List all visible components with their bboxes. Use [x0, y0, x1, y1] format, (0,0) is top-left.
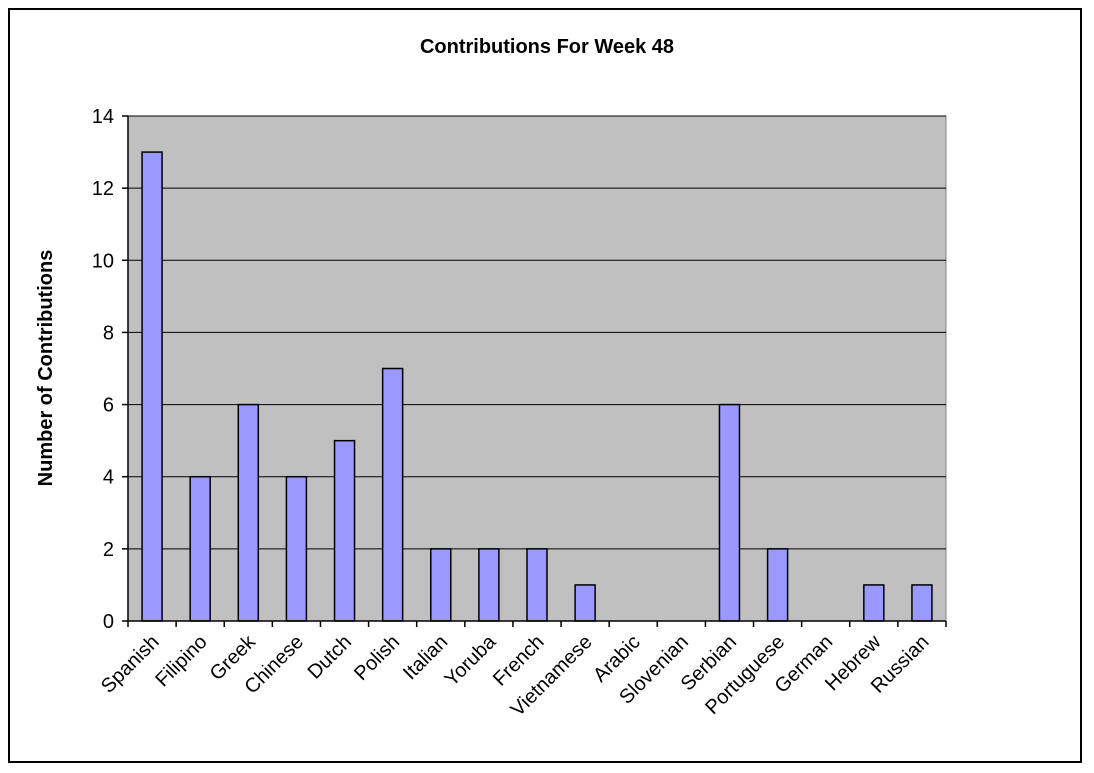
bar — [381, 367, 404, 622]
chart-title: Contributions For Week 48 — [420, 36, 674, 58]
y-tick-label: 4 — [103, 467, 114, 489]
bar — [766, 548, 789, 622]
bar — [237, 403, 260, 622]
y-axis-label: Number of Contributions — [35, 250, 57, 487]
x-tick-label: Spanish — [97, 631, 164, 698]
bar — [478, 548, 500, 622]
x-tick-label: Yoruba — [441, 630, 501, 690]
y-tick-label: 0 — [103, 611, 114, 633]
y-tick-labels: 0 2 4 6 8 10 12 14 — [92, 106, 114, 633]
plot-area — [127, 115, 947, 622]
bar — [863, 584, 885, 622]
bar — [911, 584, 933, 622]
axes — [122, 115, 947, 627]
y-tick-label: 2 — [103, 539, 114, 561]
bar — [574, 584, 596, 622]
y-tick-label: 12 — [92, 178, 114, 200]
x-tick-label: Dutch — [304, 631, 357, 684]
bar — [718, 403, 741, 622]
x-tick-label: Filipino — [151, 631, 211, 691]
x-tick-labels: SpanishFilipinoGreekChineseDutchPolishIt… — [97, 630, 934, 721]
y-tick-label: 10 — [92, 250, 114, 272]
y-tick-label: 8 — [103, 322, 114, 344]
bar — [285, 475, 308, 622]
bar — [141, 151, 163, 622]
bar — [430, 548, 452, 622]
bar — [526, 548, 548, 622]
bar — [189, 475, 211, 622]
x-tick-label: Polish — [350, 631, 404, 685]
y-tick-label: 6 — [103, 395, 114, 417]
y-tick-label: 14 — [92, 106, 114, 128]
gridlines — [128, 115, 946, 550]
bars — [141, 151, 933, 622]
bar — [333, 439, 356, 622]
